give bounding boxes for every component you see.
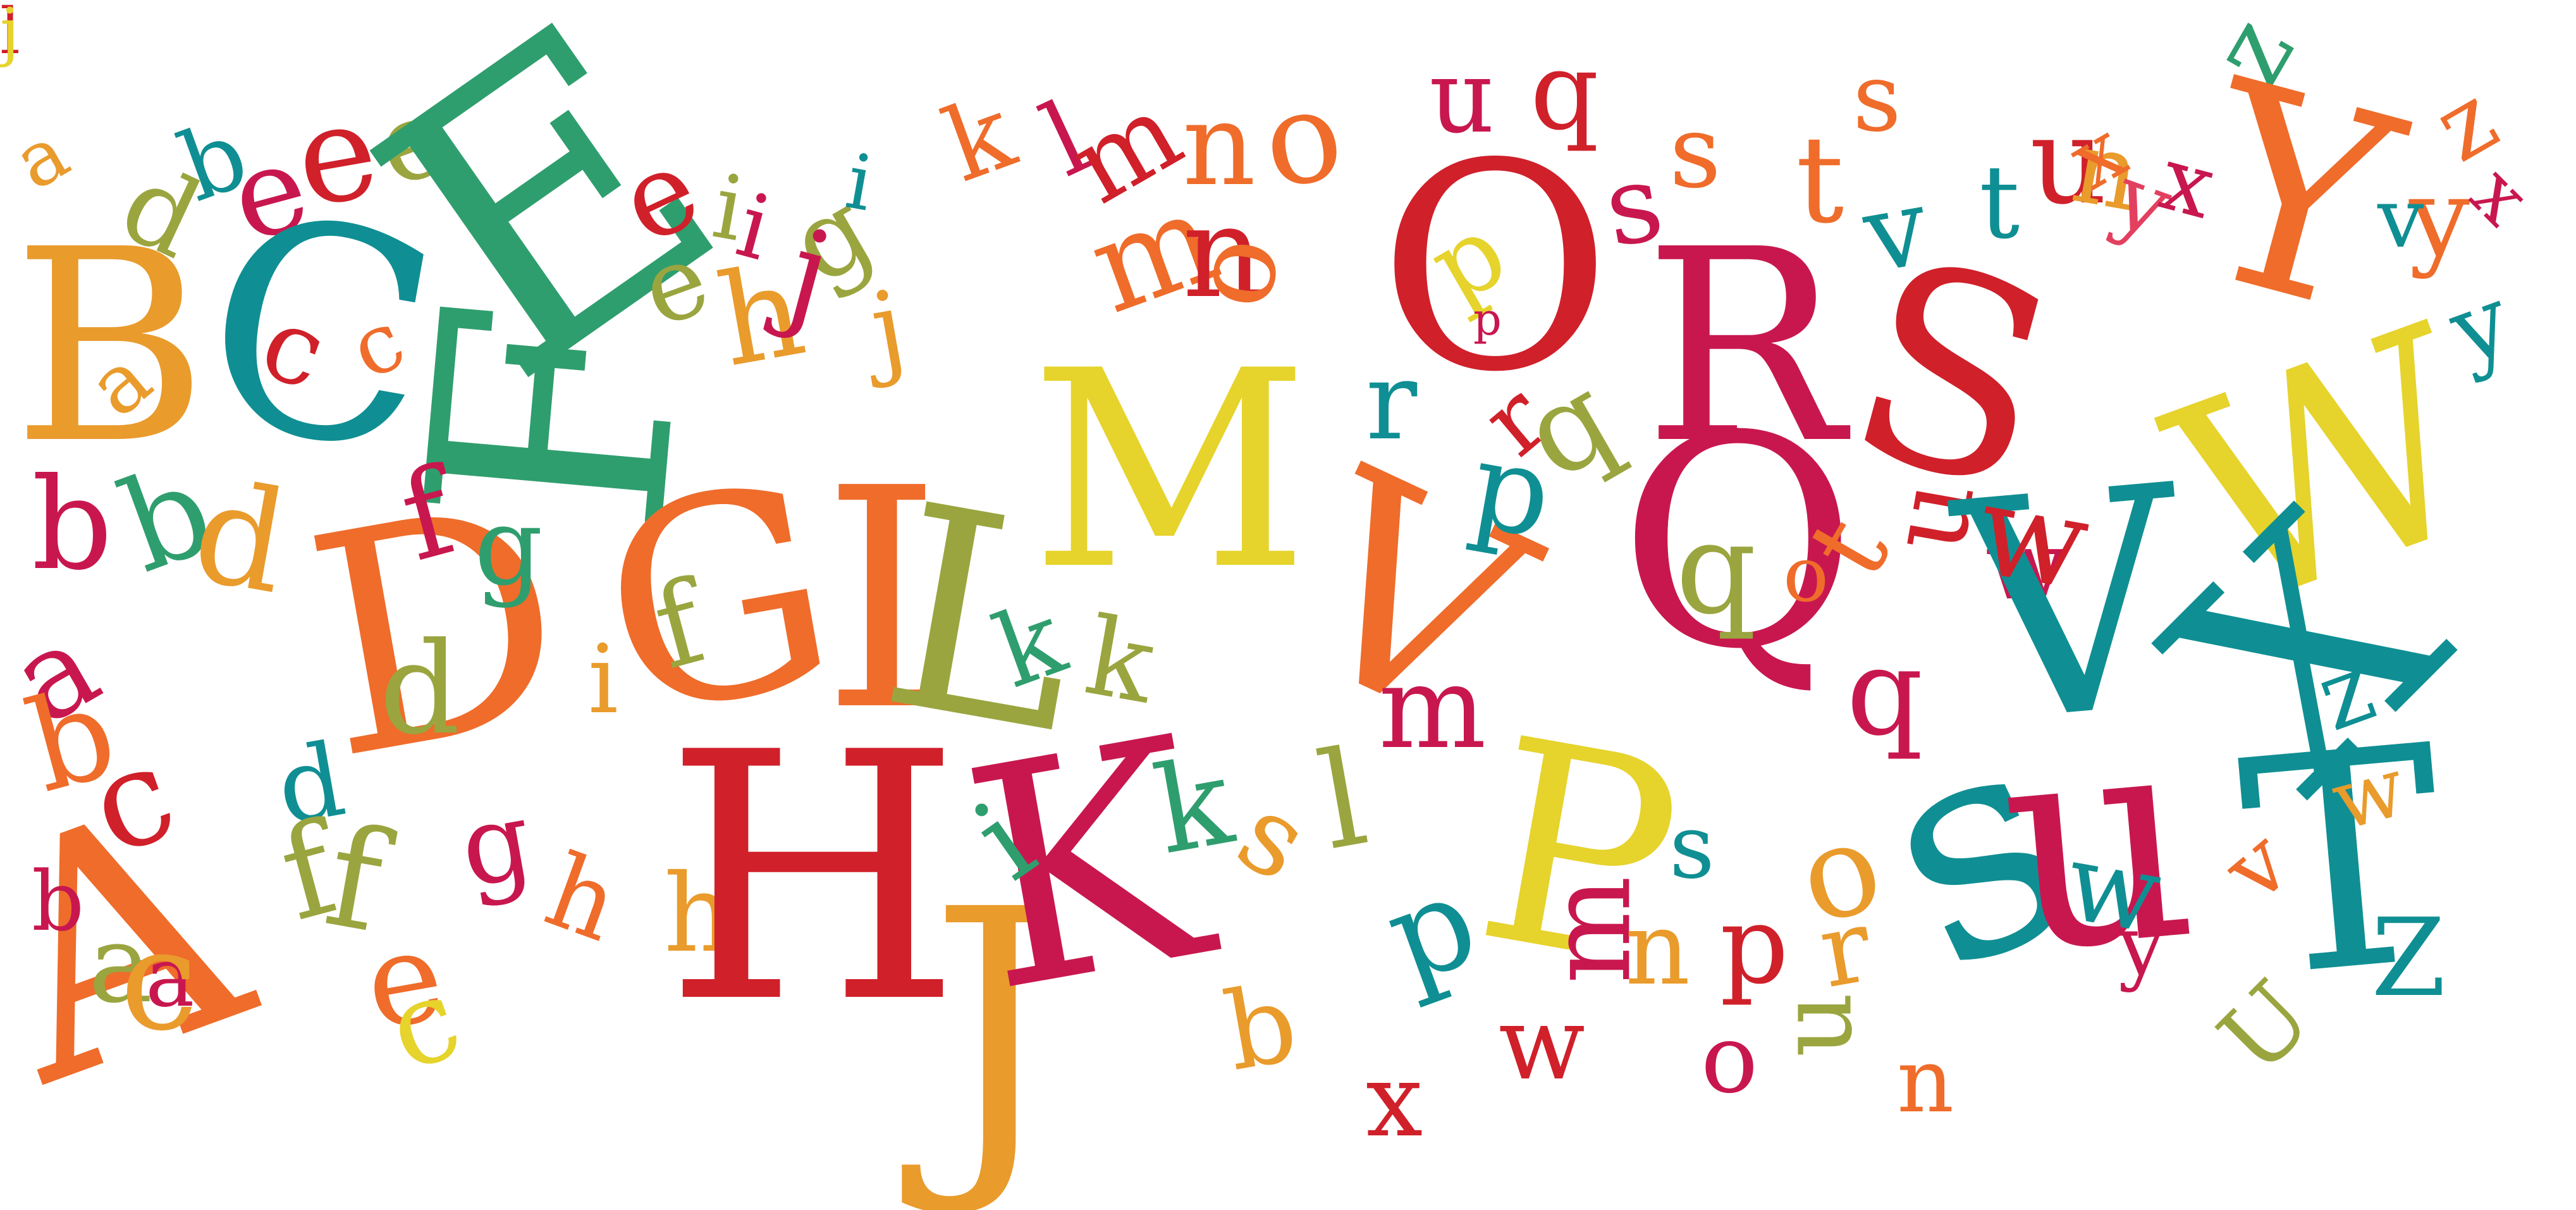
letter-glyph: x xyxy=(1366,1041,1423,1159)
letter-glyph: q xyxy=(1846,622,1923,762)
letter-glyph: O xyxy=(1378,103,1612,435)
letter-glyph: n xyxy=(1897,1030,1954,1133)
letter-glyph: n xyxy=(1182,179,1264,326)
letter-glyph: a xyxy=(89,902,153,1027)
letter-glyph: n xyxy=(1182,79,1256,211)
letter-glyph: u xyxy=(1756,992,1875,1058)
letter-glyph: r xyxy=(1366,339,1418,464)
letter-glyph: h xyxy=(664,851,733,977)
letter-glyph: w xyxy=(1967,455,2100,620)
letter-glyph: s xyxy=(1669,796,1715,899)
letter-glyph: w xyxy=(1985,511,2067,621)
letter-glyph: o xyxy=(1701,1004,1758,1114)
letter-glyph: b xyxy=(32,451,113,598)
letter-glyph: y xyxy=(2436,264,2524,387)
letter-glyph: w xyxy=(1499,984,1585,1102)
letter-glyph: a xyxy=(0,108,83,207)
letter-glyph: j xyxy=(862,268,914,390)
letter-glyph: y xyxy=(2118,898,2165,994)
letter-glyph: p xyxy=(1720,883,1789,1008)
letter-glyph: j xyxy=(0,0,20,68)
letter-glyph: k xyxy=(929,73,1028,205)
letter-glyph: l xyxy=(0,0,20,68)
letter-glyph: y xyxy=(2409,156,2470,281)
letter-glyph: M xyxy=(1031,313,1309,629)
letter-glyph: Q xyxy=(1619,374,1858,713)
letter-glyph: t xyxy=(1796,110,1844,250)
letter-glyph: i xyxy=(588,625,618,735)
letter-glyph: i xyxy=(840,137,880,229)
letter-glyph: s xyxy=(1669,92,1722,211)
letter-glyph: R xyxy=(1644,193,1844,502)
letter-glyph: d xyxy=(379,615,461,763)
letter-glyph: q xyxy=(1676,495,1757,643)
letter-glyph: n xyxy=(1625,889,1691,1008)
letter-glyph: g xyxy=(474,485,543,610)
letter-glyph: h xyxy=(532,831,634,965)
letter-glyph: I xyxy=(822,424,942,777)
letter-glyph: o xyxy=(1252,59,1353,218)
letter-glyph: a xyxy=(145,929,195,1025)
letter-glyph: J xyxy=(929,839,1062,1210)
letter-glyph: s xyxy=(1218,770,1328,906)
letter-glyph: v xyxy=(2377,170,2424,266)
letter-glyph: v xyxy=(1855,164,1937,298)
letter-glyph: u xyxy=(2030,91,2107,231)
letter-glyph: p xyxy=(1473,293,1502,345)
letter-glyph: g xyxy=(451,777,541,912)
letter-glyph: q xyxy=(1530,29,1599,154)
letter-glyph: m xyxy=(1378,642,1487,774)
letter-glyph: Z xyxy=(2371,896,2446,1021)
letter-glyph: s xyxy=(1853,43,1901,153)
letter-glyph: b xyxy=(32,853,85,949)
letter-glyph: w xyxy=(2057,818,2170,959)
letter-glyph: t xyxy=(1979,143,2020,261)
letter-glyph: o xyxy=(1783,531,1829,619)
letter-glyph: b xyxy=(1216,960,1306,1096)
letter-glyph: c xyxy=(120,899,199,1061)
letter-glyph: B xyxy=(13,193,208,502)
letter-glyph: H xyxy=(664,681,962,1078)
